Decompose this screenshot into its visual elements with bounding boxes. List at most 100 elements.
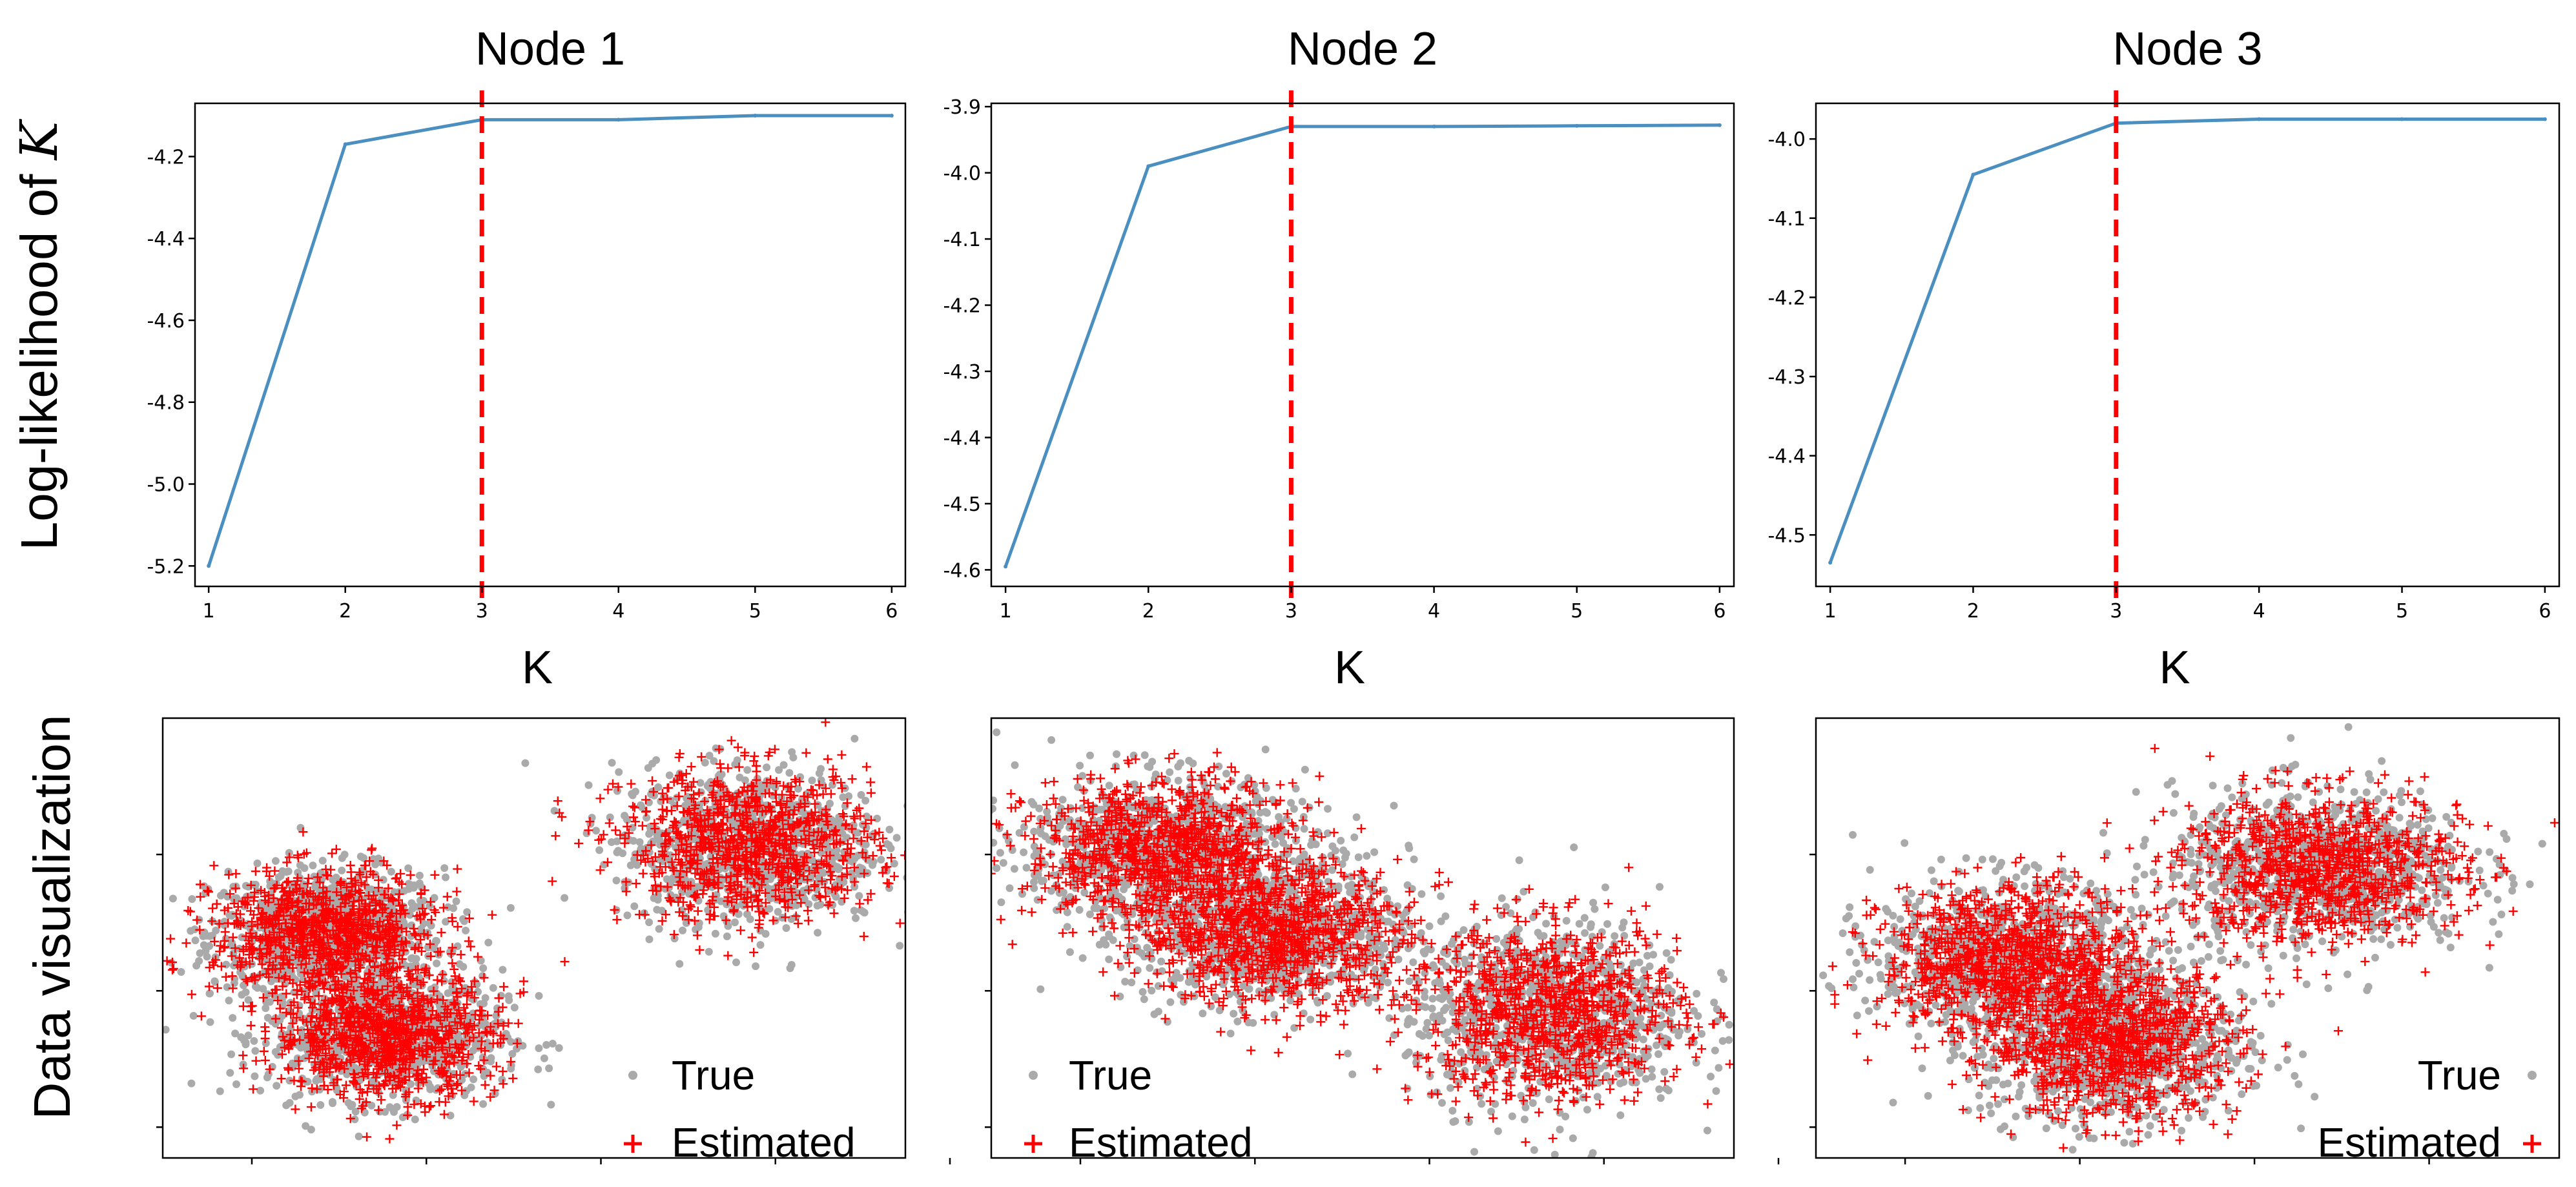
estimated-points bbox=[163, 718, 926, 1144]
series-line bbox=[1004, 123, 1720, 568]
true-point bbox=[355, 1132, 363, 1141]
true-point bbox=[119, 893, 127, 900]
true-point bbox=[648, 759, 657, 768]
x-tick-label: 5 bbox=[1571, 600, 1583, 623]
true-point bbox=[545, 1064, 553, 1073]
estimated-point bbox=[695, 945, 705, 955]
true-point bbox=[263, 990, 272, 998]
true-point bbox=[476, 1000, 484, 1008]
true-point bbox=[850, 883, 859, 891]
estimated-point bbox=[435, 1097, 444, 1107]
true-point bbox=[965, 881, 973, 889]
estimated-point bbox=[331, 845, 341, 854]
x-tick-label: 5 bbox=[2396, 600, 2408, 623]
true-point bbox=[932, 858, 940, 866]
true-point bbox=[226, 1069, 234, 1077]
estimated-point bbox=[166, 934, 175, 944]
data-point bbox=[616, 118, 621, 122]
true-point bbox=[316, 1075, 325, 1084]
true-point bbox=[265, 998, 274, 1006]
true-point bbox=[606, 813, 614, 821]
estimated-point bbox=[276, 1074, 286, 1084]
y-tick-label: -4.0 bbox=[1767, 129, 1806, 151]
y-tick-label: -3.9 bbox=[943, 96, 981, 119]
true-point bbox=[770, 701, 778, 709]
true-point bbox=[444, 989, 452, 997]
true-point bbox=[653, 905, 661, 914]
estimated-point bbox=[306, 1102, 316, 1112]
estimated-point bbox=[498, 1067, 508, 1076]
estimated-point bbox=[259, 1046, 269, 1056]
loglik-chart-node-2: Node 2-4.6-4.5-4.4-4.3-4.2-4.1-4.0-3.91 2… bbox=[943, 23, 1735, 694]
estimated-point bbox=[181, 938, 191, 948]
estimated-point bbox=[187, 989, 196, 999]
true-point bbox=[479, 972, 487, 980]
true-point bbox=[782, 924, 790, 932]
true-point bbox=[426, 902, 434, 910]
true-point bbox=[743, 766, 752, 774]
true-point bbox=[910, 845, 918, 852]
true-point bbox=[152, 922, 160, 930]
true-point bbox=[555, 1044, 563, 1052]
x-tick-label: 4 bbox=[2253, 600, 2265, 623]
true-point bbox=[251, 982, 260, 991]
estimated-point bbox=[430, 870, 440, 880]
true-point bbox=[351, 1108, 360, 1116]
true-point bbox=[592, 827, 600, 835]
true-point bbox=[663, 875, 671, 883]
true-point bbox=[364, 884, 372, 893]
true-point bbox=[189, 1011, 198, 1020]
true-point bbox=[229, 1014, 237, 1022]
x-tick-label: 1 bbox=[1000, 600, 1012, 623]
true-point bbox=[696, 779, 705, 787]
true-point bbox=[263, 1073, 271, 1082]
data-point bbox=[2400, 117, 2404, 121]
estimated-point bbox=[612, 915, 622, 925]
data-point bbox=[1717, 123, 1722, 127]
estimated-point bbox=[574, 838, 584, 848]
true-point bbox=[285, 1099, 294, 1107]
true-point bbox=[507, 1038, 515, 1046]
true-point bbox=[449, 904, 457, 913]
true-point bbox=[351, 1115, 359, 1124]
true-point bbox=[404, 864, 413, 872]
true-point bbox=[612, 876, 621, 885]
true-point bbox=[479, 1100, 488, 1108]
true-point bbox=[765, 905, 774, 913]
true-point bbox=[389, 1091, 397, 1099]
true-point bbox=[228, 911, 236, 919]
estimated-point bbox=[854, 803, 864, 813]
y-tick-label: -4.1 bbox=[943, 229, 981, 251]
true-point bbox=[169, 894, 177, 903]
true-point bbox=[885, 825, 894, 834]
true-point bbox=[389, 1106, 397, 1114]
true-point bbox=[907, 889, 914, 896]
true-point bbox=[415, 879, 424, 887]
estimated-point bbox=[456, 950, 466, 960]
estimated-point bbox=[453, 922, 462, 931]
true-point bbox=[665, 771, 674, 779]
true-point bbox=[813, 902, 821, 910]
y-tick-label: -4.4 bbox=[943, 427, 981, 449]
estimated-point bbox=[861, 762, 871, 772]
true-point bbox=[469, 1046, 477, 1055]
true-point bbox=[484, 938, 493, 947]
true-point bbox=[763, 763, 771, 772]
true-point bbox=[608, 759, 616, 767]
true-point bbox=[294, 869, 302, 877]
x-axis-label: K bbox=[1334, 642, 1365, 694]
estimated-point bbox=[437, 927, 446, 937]
true-point bbox=[387, 867, 395, 876]
estimated-point bbox=[917, 844, 926, 853]
true-point bbox=[768, 792, 777, 800]
estimated-point bbox=[803, 916, 813, 925]
estimated-point bbox=[185, 907, 195, 916]
true-point bbox=[256, 1086, 265, 1095]
true-point bbox=[873, 814, 881, 823]
true-point bbox=[510, 1004, 519, 1012]
y-tick-label: -4.2 bbox=[147, 146, 185, 169]
true-point bbox=[789, 754, 798, 761]
true-point bbox=[417, 896, 424, 905]
true-point bbox=[916, 852, 924, 860]
